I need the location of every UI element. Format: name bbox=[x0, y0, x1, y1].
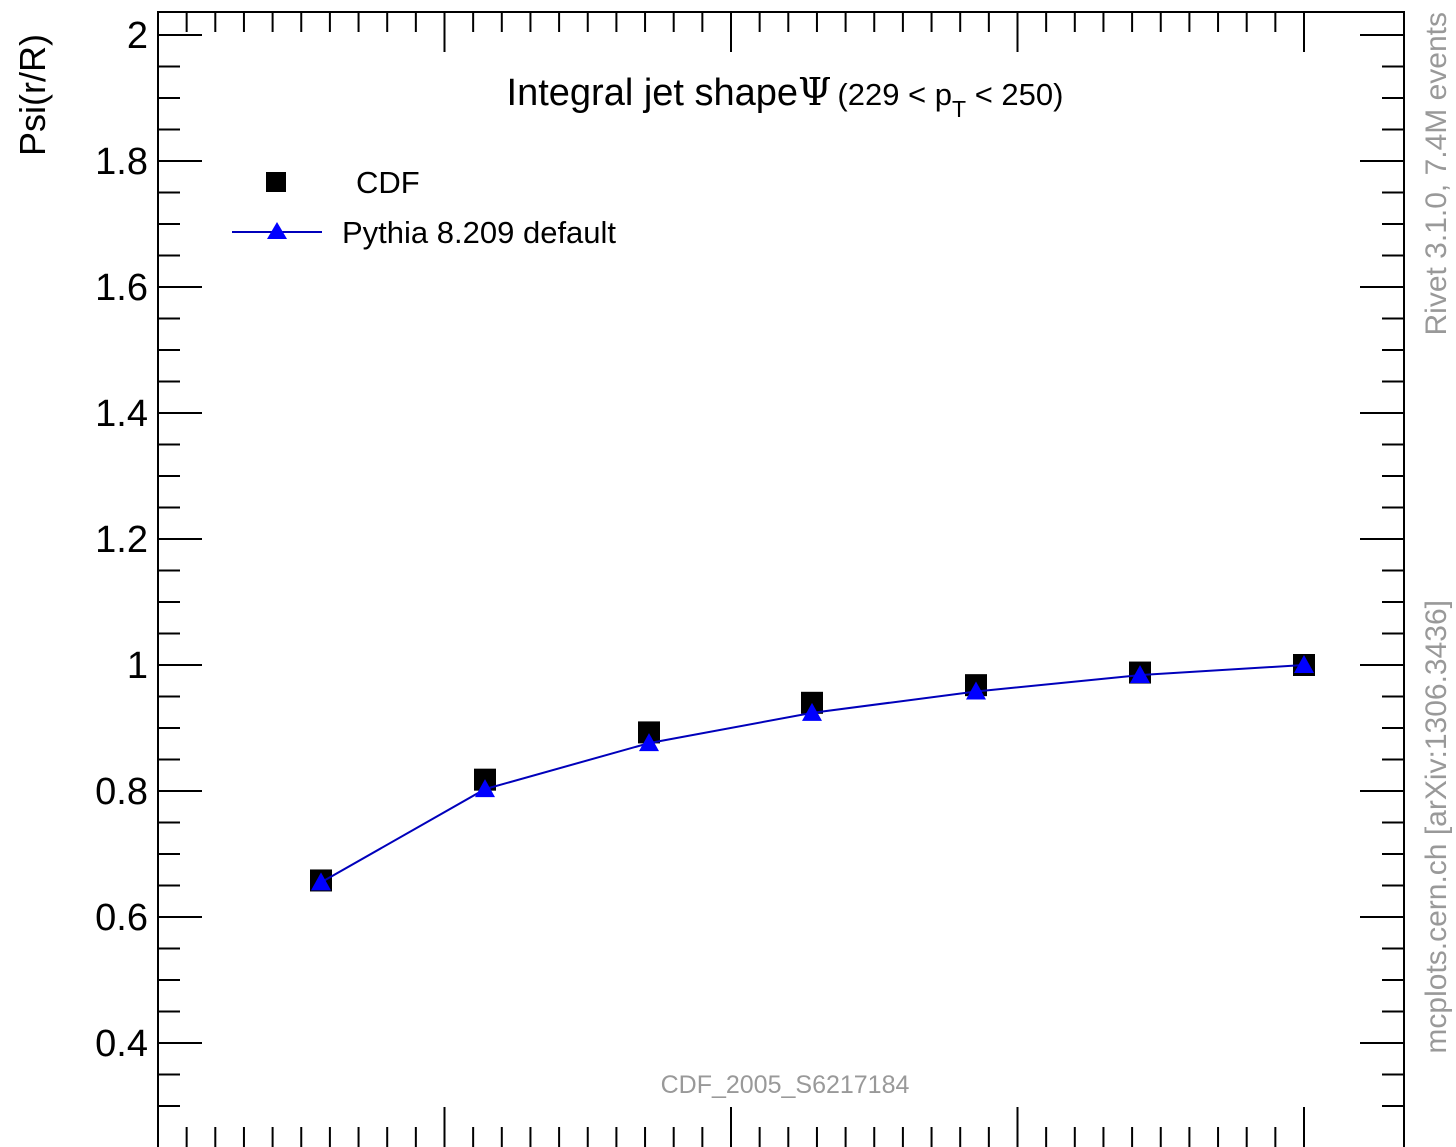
mcplots-source-label: mcplots.cern.ch [arXiv:1306.3436] bbox=[1420, 600, 1453, 1054]
analysis-label: CDF_2005_S6217184 bbox=[661, 1071, 910, 1099]
cdf-point bbox=[638, 721, 660, 744]
y-tick-label: 2 bbox=[127, 15, 148, 57]
axis-ticks bbox=[157, 12, 1404, 1147]
y-tick-labels: 0.4 0.6 0.8 1 1.2 1.4 1.6 1.8 2 bbox=[95, 15, 148, 1065]
y-axis-label: Psi(r/R) bbox=[12, 34, 53, 156]
pythia-point bbox=[1294, 655, 1314, 673]
pythia-point bbox=[639, 733, 659, 752]
y-tick-label: 0.8 bbox=[95, 771, 148, 813]
y-tick-label: 1 bbox=[127, 645, 148, 687]
legend-label-pythia: Pythia 8.209 default bbox=[342, 215, 616, 250]
legend: CDF Pythia 8.209 default bbox=[232, 165, 616, 250]
pythia-point bbox=[1130, 665, 1150, 684]
y-tick-label: 1.2 bbox=[95, 519, 148, 561]
pythia-point bbox=[802, 702, 822, 721]
pythia-point bbox=[311, 872, 331, 891]
y-tick-label: 1.4 bbox=[95, 393, 148, 435]
rivet-version-label: Rivet 3.1.0, 7.4M events bbox=[1420, 12, 1453, 336]
y-tick-label: 0.4 bbox=[95, 1023, 148, 1065]
chart-marks bbox=[310, 654, 1315, 892]
y-tick-label: 1.8 bbox=[95, 141, 148, 183]
legend-marker-pythia bbox=[267, 222, 287, 239]
y-tick-label: 0.6 bbox=[95, 897, 148, 939]
chart-title: Integral jet shapeΨ (229 < pT < 250) bbox=[507, 70, 1064, 122]
legend-marker-cdf bbox=[266, 172, 286, 192]
legend-label-cdf: CDF bbox=[356, 165, 420, 200]
cdf-point bbox=[801, 691, 823, 714]
pythia-point bbox=[966, 681, 986, 700]
y-tick-label: 1.6 bbox=[95, 267, 148, 309]
plot-frame bbox=[157, 11, 1405, 1147]
pythia-point bbox=[475, 779, 495, 798]
